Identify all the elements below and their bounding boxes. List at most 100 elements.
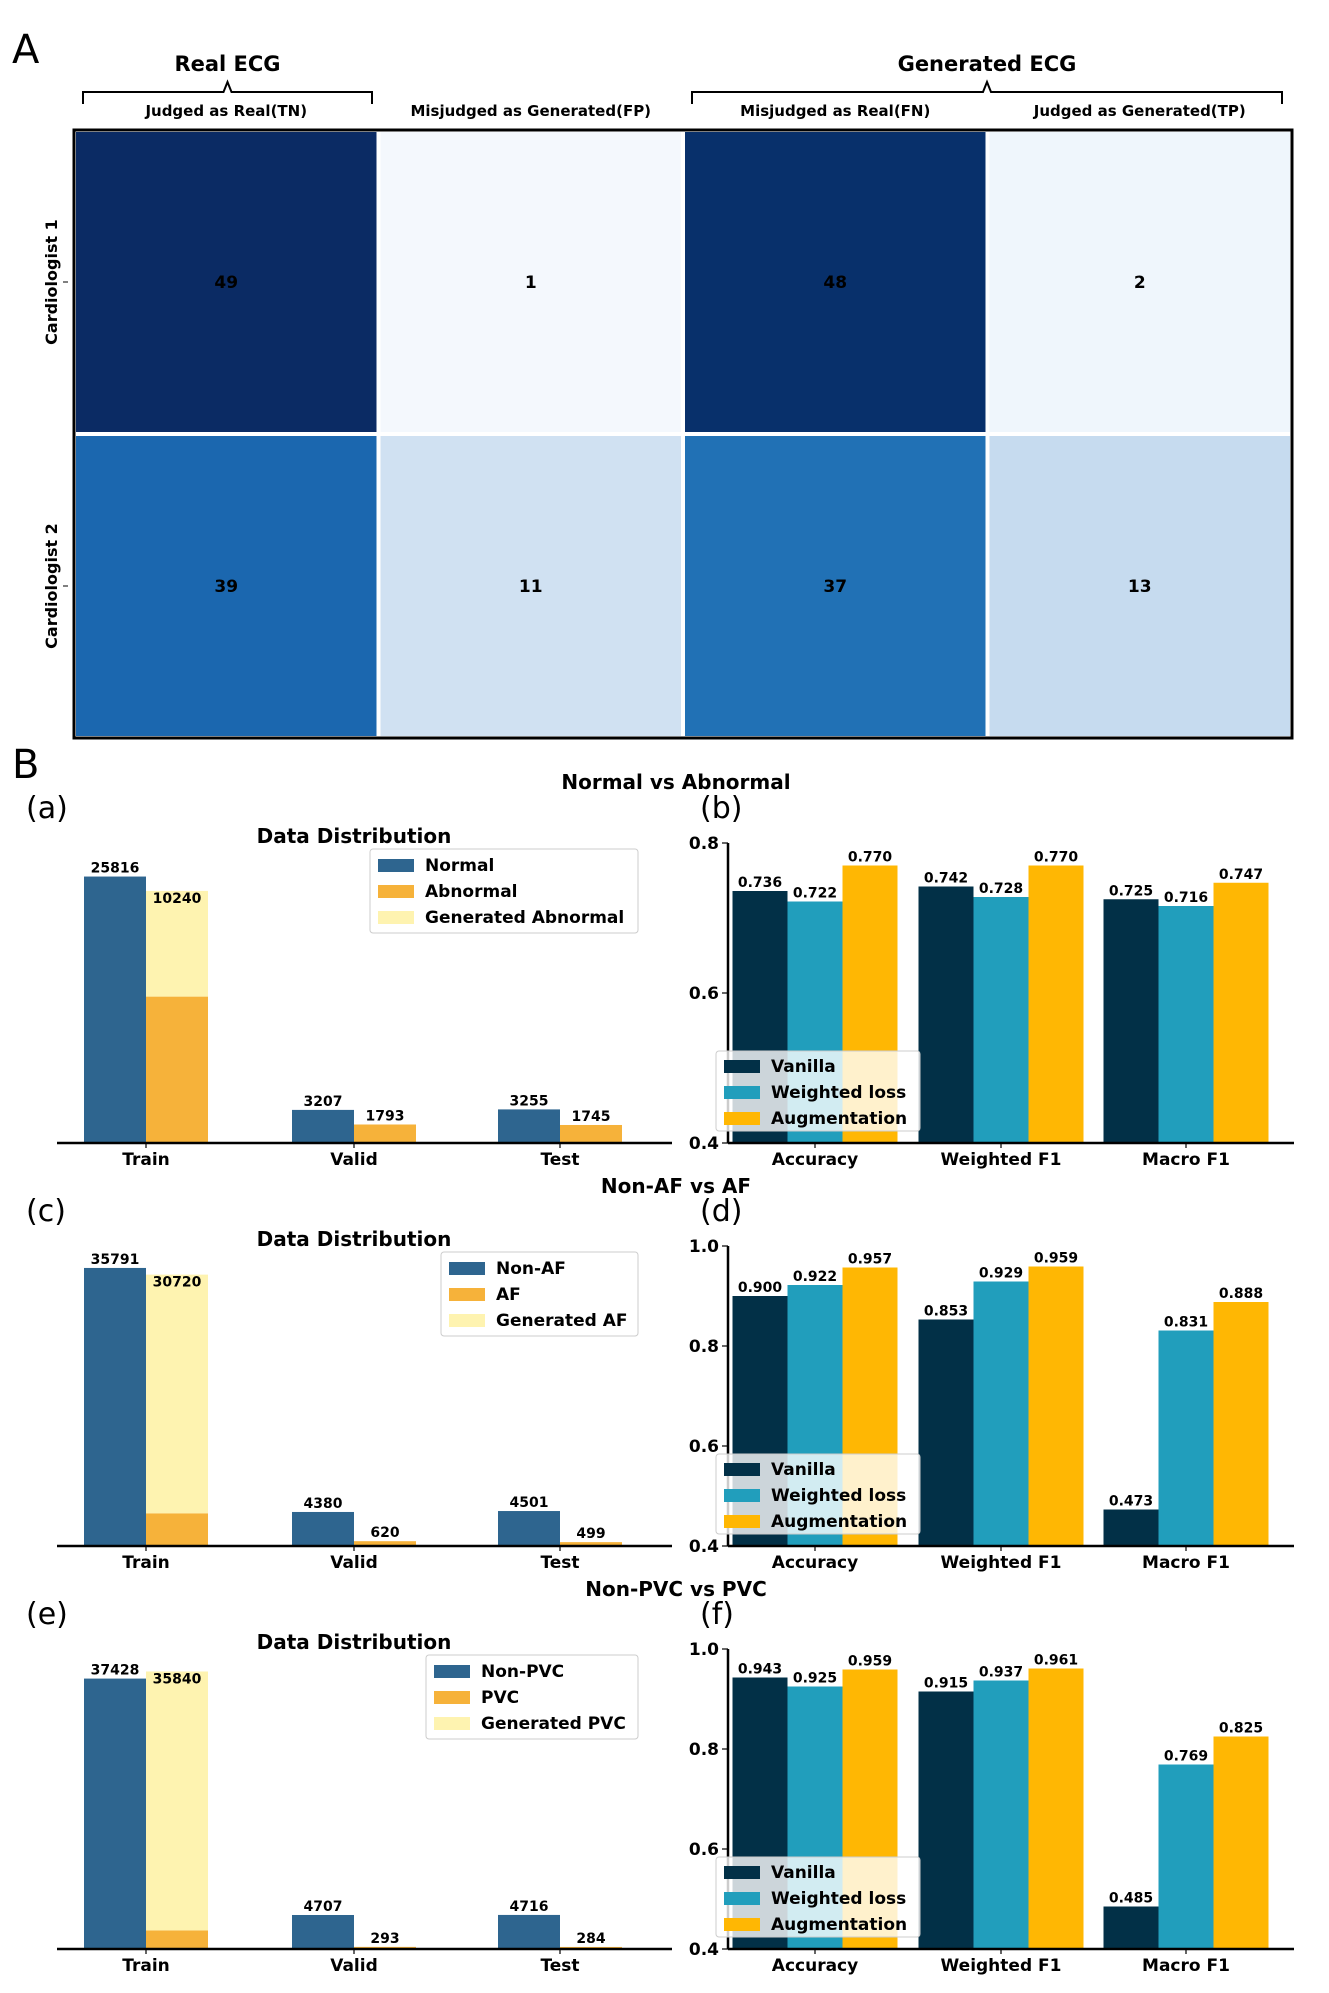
legend-label: Generated Abnormal [425,908,624,928]
row-title-1: Non-AF vs AF [601,1174,751,1198]
bar-label: 0.959 [1034,1251,1078,1267]
bar-Vanilla [1103,899,1159,1143]
x-tick-label: Test [540,1553,579,1573]
y-tick-label: 0.6 [689,1437,719,1457]
y-tick-label: 1.0 [689,1237,719,1257]
heatmap-cell [380,132,681,432]
panel-letter-a: A [12,27,40,73]
x-tick-label: Accuracy [772,1956,858,1976]
legend-swatch-Weighted loss [724,1892,760,1905]
bar-Weighted loss [973,897,1029,1143]
legend-label: Abnormal [425,882,518,902]
bar-AF [354,1541,416,1546]
y-tick-label: 0.4 [689,1940,719,1960]
bar-label: 4380 [304,1496,343,1512]
bar-Normal [292,1109,354,1143]
legend-label: Vanilla [771,1863,836,1883]
column-label-1: Misjudged as Generated(FP) [410,102,651,120]
legend-label: Weighted loss [771,1083,906,1103]
heatmap-cell [76,436,377,736]
x-tick-label: Weighted F1 [941,1553,1062,1573]
bar-label: 0.742 [924,871,968,887]
legend-label: Non-AF [496,1259,566,1279]
bar-label: 0.922 [793,1269,837,1285]
legend-label: Normal [425,856,494,876]
x-tick-label: Weighted F1 [941,1956,1062,1976]
legend-swatch-Vanilla [724,1463,760,1476]
panel-tag-right-0: (b) [700,791,742,826]
x-tick-label: Train [122,1553,170,1573]
x-tick-label: Train [122,1150,170,1170]
bar-label: 0.736 [738,875,782,891]
y-tick-label: 0.6 [689,1840,719,1860]
bar-label: 0.937 [979,1665,1023,1681]
bar-Weighted loss [1158,906,1214,1143]
x-tick-label: Valid [330,1553,378,1573]
y-tick-label: 0.4 [689,1134,719,1154]
y-tick-label: 0.8 [689,834,719,854]
bar-label: 0.825 [1219,1721,1263,1737]
legend-swatch-Vanilla [724,1866,760,1879]
legend-swatch-Non-AF [449,1262,485,1275]
legend-box [715,1453,921,1535]
panel-tag-right-1: (d) [700,1194,742,1229]
legend-swatch-Weighted loss [724,1489,760,1502]
heatmap-cell [380,436,681,736]
x-tick-label: Accuracy [772,1553,858,1573]
bar-Non-AF [292,1511,354,1546]
bar-label: 0.915 [924,1676,968,1692]
bar-Weighted loss [973,1680,1029,1949]
legend-swatch-Vanilla [724,1060,760,1073]
group-label-0: Real ECG [174,52,280,76]
bar-Normal [84,876,146,1143]
bar-label: 37428 [91,1663,140,1679]
bar-Vanilla [1103,1906,1159,1949]
legend-swatch-Augmentation [724,1515,760,1528]
chart-title-4: Data Distribution [257,1630,452,1654]
bar-Normal [498,1109,560,1143]
x-tick-label: Train [122,1956,170,1976]
heatmap-cell-value: 11 [519,577,543,597]
bar-PVC [146,1930,208,1949]
legend-label: Generated AF [496,1311,627,1331]
bar-AF [146,1513,208,1546]
x-tick-label: Macro F1 [1142,1150,1230,1170]
bar-Augmentation [1213,882,1269,1143]
bar-label: 0.888 [1219,1286,1263,1302]
bar-label: 0.485 [1109,1891,1153,1907]
legend-label: Weighted loss [771,1889,906,1909]
row-label-0: Cardiologist 1 [42,219,61,345]
x-tick-label: Valid [330,1956,378,1976]
heatmap-cell [685,436,986,736]
bar-label: 0.831 [1164,1315,1208,1331]
legend-box [715,1856,921,1938]
bar-label: 284 [576,1931,605,1947]
y-tick-label: 1.0 [689,1640,719,1660]
legend-swatch-Augmentation [724,1112,760,1125]
legend-box [369,848,639,934]
bar-label: 35791 [91,1252,140,1268]
y-tick-label: 0.8 [689,1337,719,1357]
bar-Non-AF [498,1511,560,1546]
bar-label: 0.747 [1219,867,1263,883]
column-label-3: Judged as Generated(TP) [1033,102,1246,120]
bar-label: 1745 [572,1109,611,1125]
chart-title-2: Data Distribution [257,1227,452,1251]
heatmap-cell-value: 48 [823,273,847,293]
y-tick-label: 0.4 [689,1537,719,1557]
bar-Weighted loss [1158,1330,1214,1546]
panel-tag-left-2: (e) [26,1597,68,1632]
legend-label: Non-PVC [481,1662,564,1682]
legend-swatch-Normal [378,859,414,872]
x-tick-label: Weighted F1 [941,1150,1062,1170]
heatmap-cell-value: 1 [525,273,537,293]
bar-Vanilla [918,1691,974,1949]
legend-label: Weighted loss [771,1486,906,1506]
heatmap-cell [989,132,1290,432]
heatmap-cell-value: 13 [1128,577,1152,597]
legend-swatch-Augmentation [724,1918,760,1931]
legend-box [440,1251,639,1337]
legend-label: Vanilla [771,1460,836,1480]
legend-label: Augmentation [771,1915,907,1935]
